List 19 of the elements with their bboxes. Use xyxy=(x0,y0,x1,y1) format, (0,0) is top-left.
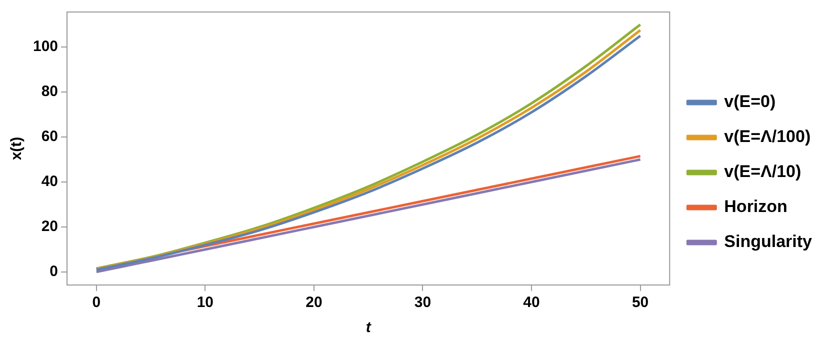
x-tick-label: 30 xyxy=(414,294,432,312)
y-tick-label: 40 xyxy=(41,173,58,190)
legend-label: v(E=Λ/100) xyxy=(724,127,811,146)
y-tick-label: 60 xyxy=(41,128,58,146)
legend-label: Horizon xyxy=(724,197,788,216)
x-tick-label: 50 xyxy=(632,294,649,312)
x-tick-label: 0 xyxy=(92,294,101,312)
legend-label: v(E=Λ/10) xyxy=(724,162,802,182)
y-tick-label: 0 xyxy=(50,263,58,280)
legend-label: v(E=0) xyxy=(724,92,776,112)
x-tick-label: 10 xyxy=(196,294,214,312)
x-tick-label: 20 xyxy=(306,294,322,312)
x-tick-label: 40 xyxy=(523,294,540,312)
legend-label: Singularity xyxy=(724,232,813,252)
y-tick-label: 20 xyxy=(41,218,58,236)
y-tick-label: 100 xyxy=(32,38,58,56)
y-tick-label: 80 xyxy=(41,83,58,100)
y-axis-title: x(t) xyxy=(8,136,26,160)
x-axis-title: t xyxy=(366,319,372,336)
